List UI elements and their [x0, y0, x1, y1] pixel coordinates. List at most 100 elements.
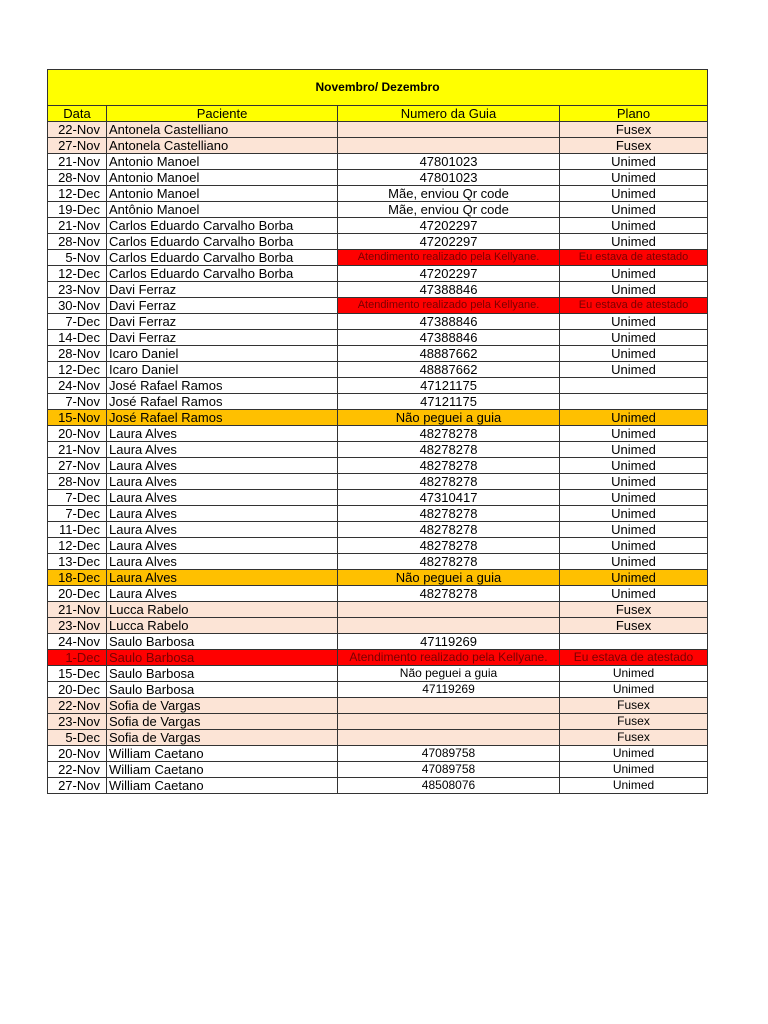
patient-cell: Antonio Manoel: [106, 185, 338, 202]
date-cell: 23-Nov: [47, 617, 107, 634]
table-row: 20-Dec Laura Alves 48278278 Unimed: [47, 585, 709, 602]
patient-cell: Saulo Barbosa: [106, 633, 338, 650]
patient-cell: Antonio Manoel: [106, 153, 338, 170]
table-row: 24-Nov Saulo Barbosa 47119269: [47, 633, 709, 650]
guide-cell: 47388846: [337, 329, 560, 346]
date-cell: 15-Nov: [47, 409, 107, 426]
guide-cell: [337, 121, 560, 138]
patient-cell: Laura Alves: [106, 521, 338, 538]
date-cell: 22-Nov: [47, 697, 107, 714]
table-row: 21-Nov Carlos Eduardo Carvalho Borba 47202…: [47, 217, 709, 234]
plan-cell: Unimed: [558, 345, 709, 362]
plan-cell: Fusex: [558, 121, 709, 138]
guide-cell: 48278278: [337, 441, 560, 458]
guide-cell: 48278278: [337, 553, 560, 570]
date-cell: 21-Nov: [47, 601, 107, 618]
appointments-table: Novembro/ Dezembro Data Paciente Numero …: [46, 69, 709, 794]
date-cell: 23-Nov: [47, 713, 107, 730]
table-row: 28-Nov Laura Alves 48278278 Unimed: [47, 473, 709, 490]
header-numero-guia: Numero da Guia: [337, 105, 560, 122]
patient-cell: Laura Alves: [106, 569, 338, 586]
table-row: 21-Nov Antonio Manoel 47801023 Unimed: [47, 153, 709, 170]
plan-cell: Unimed: [558, 473, 709, 490]
patient-cell: Laura Alves: [106, 473, 338, 490]
patient-cell: Sofia de Vargas: [106, 713, 338, 730]
patient-cell: Antonela Castelliano: [106, 137, 338, 154]
date-cell: 28-Nov: [47, 233, 107, 250]
date-cell: 12-Dec: [47, 537, 107, 554]
table-row: 20-Nov Laura Alves 48278278 Unimed: [47, 425, 709, 442]
date-cell: 7-Nov: [47, 393, 107, 410]
patient-cell: Laura Alves: [106, 425, 338, 442]
guide-cell: 48278278: [337, 505, 560, 522]
date-cell: 7-Dec: [47, 505, 107, 522]
table-row: 12-Dec Laura Alves 48278278 Unimed: [47, 537, 709, 554]
patient-cell: Saulo Barbosa: [106, 681, 338, 698]
plan-cell: Unimed: [558, 569, 709, 586]
guide-cell: 48508076: [337, 777, 560, 794]
guide-cell: 48887662: [337, 361, 560, 378]
plan-cell: Fusex: [558, 617, 709, 634]
date-cell: 27-Nov: [47, 777, 107, 794]
table-row: 21-Nov Laura Alves 48278278 Unimed: [47, 441, 709, 458]
plan-cell: Fusex: [558, 729, 709, 746]
guide-cell: 47310417: [337, 489, 560, 506]
guide-cell: 47089758: [337, 761, 560, 778]
patient-cell: Laura Alves: [106, 441, 338, 458]
table-row: 27-Nov Antonela Castelliano Fusex: [47, 137, 709, 154]
date-cell: 18-Dec: [47, 569, 107, 586]
table-row: 20-Dec Saulo Barbosa 47119269 Unimed: [47, 681, 709, 698]
title-row: Novembro/ Dezembro: [46, 69, 709, 106]
guide-cell: Mãe, enviou Qr code: [337, 185, 560, 202]
patient-cell: Laura Alves: [106, 457, 338, 474]
plan-cell: Unimed: [558, 665, 709, 682]
plan-cell: Unimed: [558, 745, 709, 762]
patient-cell: Laura Alves: [106, 537, 338, 554]
table-row: 20-Nov William Caetano 47089758 Unimed: [47, 745, 709, 762]
date-cell: 15-Dec: [47, 665, 107, 682]
table-row: 11-Dec Laura Alves 48278278 Unimed: [47, 521, 709, 538]
guide-cell: Não peguei a guia: [337, 409, 560, 426]
plan-cell: Unimed: [558, 457, 709, 474]
table-row: 24-Nov José Rafael Ramos 47121175: [47, 377, 709, 394]
table-row: 7-Dec Davi Ferraz 47388846 Unimed: [47, 313, 709, 330]
plan-cell: Unimed: [558, 169, 709, 186]
table-row: 7-Dec Laura Alves 47310417 Unimed: [47, 489, 709, 506]
plan-cell: Unimed: [558, 585, 709, 602]
guide-cell: 47388846: [337, 313, 560, 330]
patient-cell: Carlos Eduardo Carvalho Borba: [106, 265, 338, 282]
plan-cell: Unimed: [558, 153, 709, 170]
date-cell: 24-Nov: [47, 633, 107, 650]
table-row: 30-Nov Davi Ferraz Atendimento realizado p…: [47, 297, 709, 314]
plan-cell: Unimed: [558, 265, 709, 282]
table-row: 13-Dec Laura Alves 48278278 Unimed: [47, 553, 709, 570]
patient-cell: Sofia de Vargas: [106, 729, 338, 746]
patient-cell: Davi Ferraz: [106, 313, 338, 330]
plan-cell: [558, 393, 709, 410]
guide-cell: 48278278: [337, 521, 560, 538]
date-cell: 27-Nov: [47, 457, 107, 474]
patient-cell: Carlos Eduardo Carvalho Borba: [106, 217, 338, 234]
table-row: 5-Nov Carlos Eduardo Carvalho Borba Atendi…: [47, 249, 709, 266]
plan-cell: Unimed: [558, 777, 709, 794]
date-cell: 12-Dec: [47, 185, 107, 202]
guide-cell: 47202297: [337, 217, 560, 234]
header-data: Data: [47, 105, 107, 122]
patient-cell: Davi Ferraz: [106, 297, 338, 314]
date-cell: 22-Nov: [47, 121, 107, 138]
table-row: 23-Nov Davi Ferraz 47388846 Unimed: [47, 281, 709, 298]
guide-cell: 47801023: [337, 169, 560, 186]
patient-cell: Icaro Daniel: [106, 345, 338, 362]
guide-cell: 47388846: [337, 281, 560, 298]
table-row: 22-Nov William Caetano 47089758 Unimed: [47, 761, 709, 778]
table-row: 7-Dec Laura Alves 48278278 Unimed: [47, 505, 709, 522]
table-row: 21-Nov Lucca Rabelo Fusex: [47, 601, 709, 618]
guide-cell: [337, 137, 560, 154]
plan-cell: [558, 377, 709, 394]
patient-cell: José Rafael Ramos: [106, 377, 338, 394]
table-row: 12-Dec Icaro Daniel 48887662 Unimed: [47, 361, 709, 378]
guide-cell: 48278278: [337, 473, 560, 490]
date-cell: 21-Nov: [47, 217, 107, 234]
date-cell: 19-Dec: [47, 201, 107, 218]
plan-cell: Unimed: [558, 201, 709, 218]
